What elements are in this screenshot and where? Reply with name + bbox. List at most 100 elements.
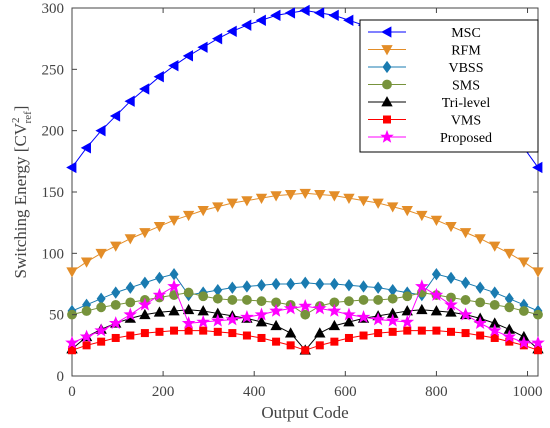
data-point-msc	[299, 4, 310, 17]
legend-entries: MSC RFM VBSS SMS Tri-level VMS Proposed	[368, 26, 492, 146]
series-vms	[68, 326, 543, 355]
data-point-vms	[68, 346, 77, 355]
legend-entry-proposed: Proposed	[368, 129, 492, 146]
legend-marker	[381, 45, 393, 56]
series-rfm	[66, 188, 544, 278]
data-point-vbss	[242, 280, 252, 293]
data-point-vms	[490, 333, 499, 342]
data-point-proposed	[79, 329, 94, 343]
data-point-rfm	[270, 191, 282, 202]
data-point-vms	[228, 329, 237, 338]
data-point-sms	[212, 293, 223, 304]
x-tick-label: 200	[152, 384, 175, 400]
y-axis-label: Switching Energy [CV2ref]	[10, 106, 34, 279]
data-point-rfm	[182, 210, 195, 222]
data-point-msc	[66, 161, 77, 174]
data-point-vms	[461, 329, 470, 338]
data-point-proposed	[517, 335, 531, 349]
data-point-tri-level	[284, 327, 297, 338]
data-point-proposed	[473, 316, 487, 330]
data-point-vms	[476, 331, 485, 340]
data-point-rfm	[241, 196, 253, 207]
data-point-tri-level	[153, 306, 166, 317]
data-point-tri-level	[430, 305, 443, 316]
data-point-proposed	[65, 335, 79, 349]
data-point-rfm	[168, 215, 180, 227]
data-point-vbss	[315, 277, 325, 291]
data-point-sms	[518, 306, 529, 316]
y-axis-label-main: Switching Energy [CV	[11, 122, 30, 278]
data-point-rfm	[489, 241, 501, 252]
data-point-msc	[95, 124, 106, 137]
legend-marker	[382, 60, 392, 74]
data-point-msc	[328, 9, 339, 22]
y-axis-label-sub: ref	[22, 111, 34, 124]
data-point-vms	[301, 346, 310, 355]
legend-entry-vbss: VBSS	[368, 60, 484, 76]
data-point-vbss	[344, 279, 354, 292]
data-point-sms	[183, 287, 194, 298]
data-point-msc	[255, 14, 266, 26]
data-point-proposed	[108, 316, 123, 330]
data-point-vbss	[300, 276, 310, 289]
data-point-proposed	[225, 312, 240, 326]
data-point-vbss	[475, 281, 485, 294]
data-point-tri-level	[445, 306, 457, 317]
y-tick-label: 300	[42, 1, 65, 17]
legend-label: SMS	[452, 79, 480, 94]
legend-label: Tri-level	[442, 96, 491, 111]
data-point-proposed	[210, 313, 225, 327]
legend-label: VBSS	[448, 61, 483, 76]
data-point-tri-level	[182, 303, 195, 315]
legend: MSC RFM VBSS SMS Tri-level VMS Proposed	[359, 19, 539, 153]
legend-label: Proposed	[440, 131, 492, 146]
data-point-proposed	[123, 307, 138, 321]
legend-entry-rfm: RFM	[368, 44, 481, 59]
data-point-vbss	[446, 271, 456, 285]
data-point-rfm	[212, 202, 224, 213]
data-point-proposed	[196, 314, 210, 328]
data-point-vms	[286, 341, 295, 350]
data-point-vms	[213, 327, 222, 336]
data-point-proposed	[269, 303, 283, 317]
data-point-sms	[125, 297, 136, 308]
data-point-sms	[242, 295, 252, 305]
data-point-tri-level	[255, 316, 268, 327]
data-point-msc	[168, 59, 179, 72]
data-point-proposed	[502, 329, 517, 343]
data-point-tri-level	[314, 327, 326, 338]
data-point-proposed	[400, 314, 415, 328]
data-point-vbss	[140, 276, 150, 289]
x-tick-label: 0	[68, 384, 76, 400]
data-point-sms	[387, 293, 398, 304]
data-point-msc	[270, 9, 281, 22]
data-point-vbss	[461, 276, 471, 289]
data-point-rfm	[343, 193, 355, 204]
x-tick-label: 600	[334, 384, 357, 400]
y-axis-label-close: ]	[11, 106, 30, 112]
data-point-proposed	[152, 287, 167, 301]
data-point-vms	[126, 331, 135, 340]
legend-marker	[380, 129, 394, 143]
data-point-msc	[211, 32, 223, 45]
data-point-vbss	[154, 271, 164, 285]
data-point-vms	[330, 337, 339, 346]
data-point-msc	[109, 110, 121, 122]
data-point-rfm	[518, 257, 530, 268]
y-tick-label: 100	[42, 246, 65, 262]
data-point-vbss	[329, 277, 339, 291]
data-point-rfm	[328, 191, 341, 202]
data-point-proposed	[342, 307, 356, 321]
data-point-vbss	[111, 286, 121, 299]
data-point-proposed	[240, 309, 254, 323]
x-axis-label: Output Code	[261, 403, 348, 422]
data-point-vms	[199, 326, 208, 335]
data-point-proposed	[94, 323, 108, 337]
data-point-vms	[97, 337, 106, 346]
legend-label: RFM	[451, 44, 481, 59]
data-point-proposed	[371, 312, 385, 326]
data-point-rfm	[372, 198, 384, 209]
data-point-vms	[446, 327, 455, 336]
legend-label: VMS	[451, 114, 481, 129]
data-point-msc	[197, 41, 208, 53]
